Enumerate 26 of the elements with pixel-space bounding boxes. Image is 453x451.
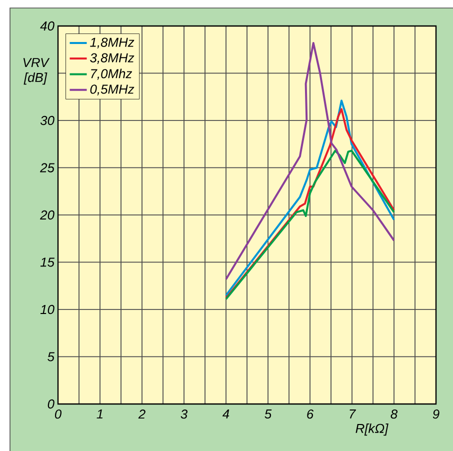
line-series bbox=[225, 42, 396, 280]
y-tick-label: 30 bbox=[40, 116, 54, 126]
x-axis-title: R[kΩ] bbox=[356, 424, 388, 436]
y-axis-title: VRV [dB] bbox=[23, 58, 50, 85]
x-tick-label: 7 bbox=[350, 410, 356, 418]
x-tick-label: 6 bbox=[307, 410, 314, 419]
line-series bbox=[225, 150, 396, 300]
x-tick-label: 1 bbox=[96, 410, 103, 418]
y-tick-label: 40 bbox=[40, 21, 54, 31]
y-tick-label: 0 bbox=[48, 399, 54, 409]
x-tick-label: 4 bbox=[222, 410, 230, 418]
x-tick-label: 2 bbox=[138, 410, 146, 419]
x-tick-label: 0 bbox=[54, 410, 62, 419]
y-tick-label: 25 bbox=[40, 163, 55, 172]
legend-label: 0,5MHz bbox=[90, 84, 134, 96]
x-tick-label: 5 bbox=[264, 410, 272, 419]
x-tick-label: 8 bbox=[390, 410, 398, 419]
y-tick-label: 15 bbox=[40, 258, 55, 267]
x-tick-label: 3 bbox=[180, 410, 188, 419]
legend-label: 3,8MHz bbox=[90, 53, 134, 64]
legend-label: 1,8MHz bbox=[90, 38, 134, 48]
legend-label: 7,0Mhz bbox=[91, 68, 132, 80]
y-tick-label: 5 bbox=[48, 352, 55, 362]
y-tick-label: 10 bbox=[40, 304, 54, 314]
x-tick-label: 9 bbox=[432, 410, 440, 419]
y-tick-label: 20 bbox=[40, 210, 54, 220]
